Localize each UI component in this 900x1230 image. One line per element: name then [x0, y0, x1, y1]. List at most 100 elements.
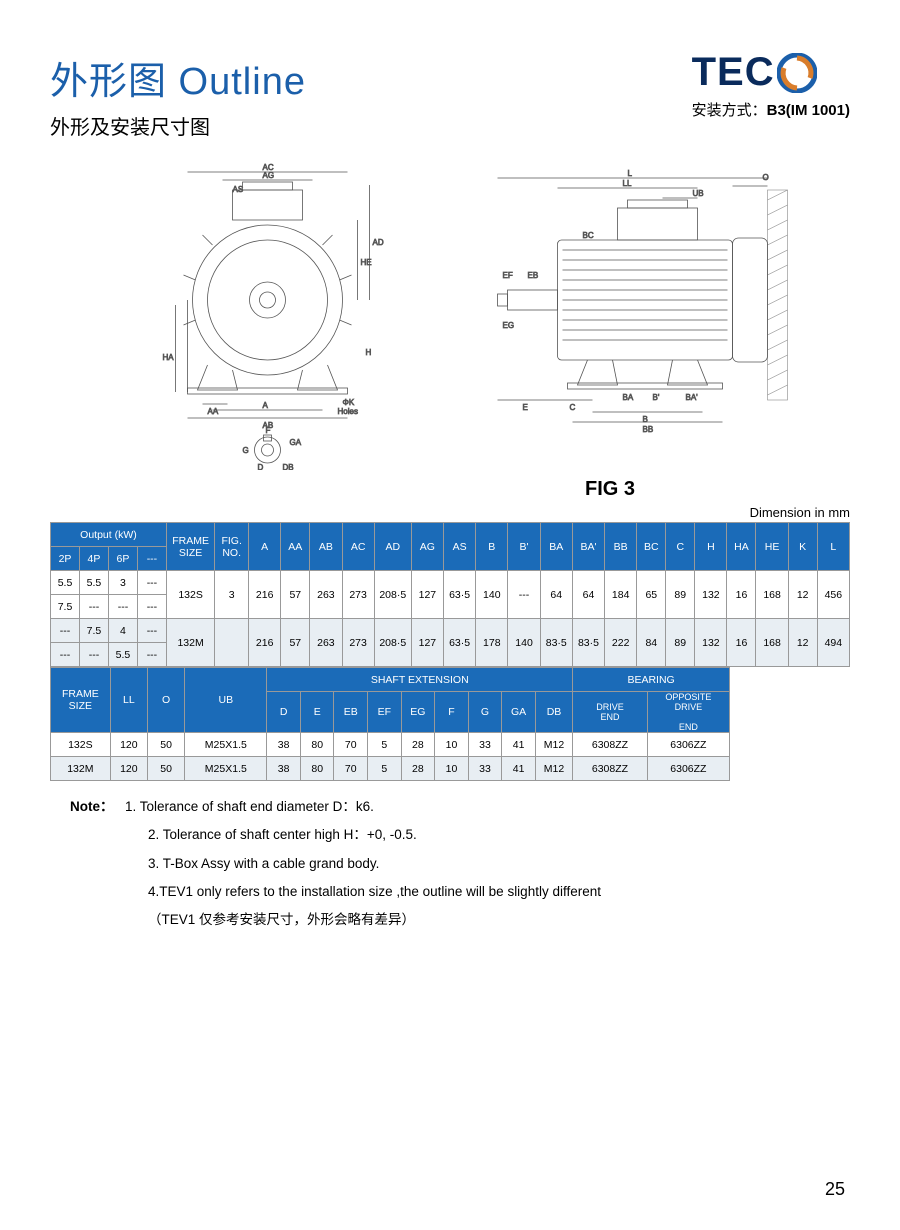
hdr-pole-2P: 2P — [51, 547, 80, 571]
hdr2-O: O — [147, 668, 184, 733]
hdr-C: C — [666, 523, 695, 571]
svg-text:H: H — [366, 348, 372, 357]
cell: 263 — [310, 571, 342, 619]
hdr2-bearing-col: DRIVEEND — [573, 692, 648, 733]
svg-text:O: O — [763, 173, 769, 182]
cell: 5.5 — [51, 571, 80, 595]
cell: 5.5 — [79, 571, 108, 595]
hdr-AD: AD — [374, 523, 411, 571]
cell2: 70 — [334, 733, 368, 757]
cell: 222 — [605, 619, 637, 667]
note-4b: （TEV1 仅参考安装尺寸，外形会略有差异） — [70, 906, 850, 934]
hdr-AS: AS — [443, 523, 475, 571]
cell-fig: 3 — [215, 571, 249, 619]
note-4: 4.TEV1 only refers to the installation s… — [70, 878, 850, 906]
cell2: 6308ZZ — [573, 733, 648, 757]
hdr-BA: BA — [540, 523, 572, 571]
cell: 7.5 — [79, 619, 108, 643]
svg-text:EB: EB — [528, 271, 539, 280]
dimension-unit: Dimension in mm — [50, 505, 850, 520]
cell2: 33 — [468, 757, 502, 781]
hdr-H: H — [695, 523, 727, 571]
hdr-K: K — [788, 523, 817, 571]
svg-text:B: B — [643, 415, 648, 424]
cell2: 5 — [368, 733, 402, 757]
logo-swirl-icon — [777, 53, 817, 93]
hdr-BB: BB — [605, 523, 637, 571]
cell: 178 — [476, 619, 508, 667]
svg-text:BA': BA' — [686, 393, 699, 402]
svg-text:Holes: Holes — [338, 407, 358, 416]
hdr2-GA: GA — [502, 692, 536, 733]
cell2: 132S — [51, 733, 111, 757]
page-number: 25 — [825, 1179, 845, 1200]
hdr2-LL: LL — [110, 668, 147, 733]
hdr-AB: AB — [310, 523, 342, 571]
cell-frame: 132S — [166, 571, 214, 619]
teco-logo: TEC — [692, 50, 850, 95]
svg-text:B': B' — [653, 393, 660, 402]
svg-text:BB: BB — [643, 425, 654, 434]
cell: 57 — [281, 571, 310, 619]
hdr-B: B — [476, 523, 508, 571]
cell: 132 — [695, 571, 727, 619]
cell: 168 — [756, 571, 788, 619]
hdr2-G: G — [468, 692, 502, 733]
hdr-BA': BA' — [572, 523, 604, 571]
cell: 64 — [572, 571, 604, 619]
cell2: 50 — [147, 757, 184, 781]
cell: 83·5 — [540, 619, 572, 667]
hdr2-EF: EF — [368, 692, 402, 733]
hdr-AG: AG — [411, 523, 443, 571]
cell2: 6308ZZ — [573, 757, 648, 781]
cell: 456 — [817, 571, 849, 619]
hdr-A: A — [249, 523, 281, 571]
cell: 63·5 — [443, 571, 475, 619]
cell-frame: 132M — [166, 619, 214, 667]
cell2: 6306ZZ — [647, 757, 729, 781]
dimension-table-1: Output (kW)FRAMESIZEFIG.NO.AAAABACADAGAS… — [50, 522, 850, 667]
cell: --- — [79, 643, 108, 667]
cell: --- — [137, 571, 166, 595]
hdr-HE: HE — [756, 523, 788, 571]
cell: --- — [51, 643, 80, 667]
cell2: 132M — [51, 757, 111, 781]
svg-text:ΦK: ΦK — [343, 398, 355, 407]
cell2: 70 — [334, 757, 368, 781]
notes-block: Note：1. Tolerance of shaft end diameter … — [50, 793, 850, 935]
dimension-table-2: FRAMESIZELLOUBSHAFT EXTENSIONBEARINGDEEB… — [50, 667, 730, 781]
cell2: M25X1.5 — [185, 733, 267, 757]
hdr2-EB: EB — [334, 692, 368, 733]
hdr-frame: FRAMESIZE — [166, 523, 214, 571]
cell: 140 — [476, 571, 508, 619]
title-block: 外形图 Outline 外形及安装尺寸图 — [50, 50, 306, 140]
figure-label: FIG 3 — [370, 478, 850, 501]
hdr2-FRAME SIZE: FRAMESIZE — [51, 668, 111, 733]
hdr-pole-6P: 6P — [108, 547, 137, 571]
cell: 273 — [342, 619, 374, 667]
cell: --- — [508, 571, 540, 619]
svg-text:AD: AD — [373, 238, 384, 247]
cell: --- — [137, 643, 166, 667]
cell: 273 — [342, 571, 374, 619]
svg-text:A: A — [263, 401, 269, 410]
cell2: 28 — [401, 733, 435, 757]
title-sub: 外形及安装尺寸图 — [50, 111, 306, 140]
hdr2-DB: DB — [535, 692, 572, 733]
cell2: 5 — [368, 757, 402, 781]
hdr-B': B' — [508, 523, 540, 571]
hdr2-UB: UB — [185, 668, 267, 733]
cell2: M12 — [535, 757, 572, 781]
svg-text:DB: DB — [283, 463, 294, 470]
cell2: 38 — [267, 757, 301, 781]
svg-text:G: G — [243, 446, 249, 455]
svg-text:HA: HA — [163, 353, 175, 362]
cell: 64 — [540, 571, 572, 619]
hdr2-E: E — [300, 692, 334, 733]
install-value: B3(IM 1001) — [767, 102, 850, 119]
hdr2-EG: EG — [401, 692, 435, 733]
cell2: 28 — [401, 757, 435, 781]
cell2: M25X1.5 — [185, 757, 267, 781]
title-main: 外形图 Outline — [50, 50, 306, 105]
svg-text:F: F — [266, 426, 271, 435]
